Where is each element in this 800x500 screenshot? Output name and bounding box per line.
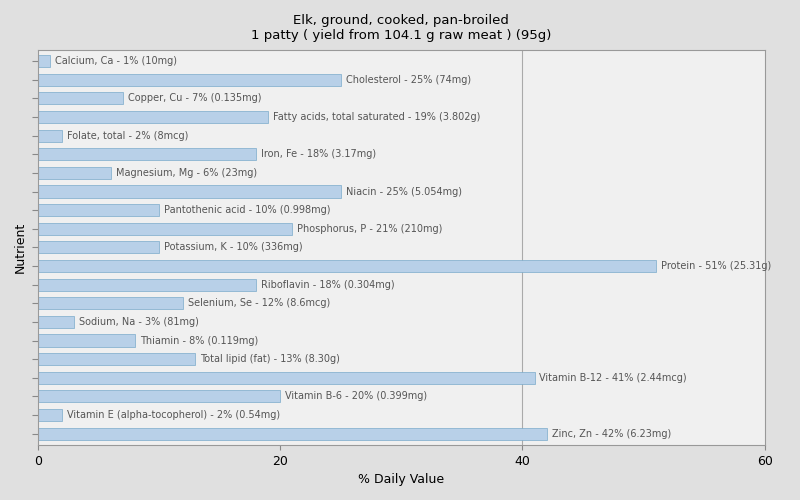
Bar bbox=[38, 186, 341, 198]
Bar bbox=[38, 297, 183, 310]
Text: Vitamin E (alpha-tocopherol) - 2% (0.54mg): Vitamin E (alpha-tocopherol) - 2% (0.54m… bbox=[67, 410, 280, 420]
Bar bbox=[38, 242, 159, 254]
X-axis label: % Daily Value: % Daily Value bbox=[358, 473, 445, 486]
Text: Potassium, K - 10% (336mg): Potassium, K - 10% (336mg) bbox=[164, 242, 302, 252]
Text: Pantothenic acid - 10% (0.998mg): Pantothenic acid - 10% (0.998mg) bbox=[164, 205, 330, 215]
Bar bbox=[38, 372, 534, 384]
Y-axis label: Nutrient: Nutrient bbox=[14, 222, 27, 273]
Text: Vitamin B-6 - 20% (0.399mg): Vitamin B-6 - 20% (0.399mg) bbox=[285, 392, 427, 402]
Text: Calcium, Ca - 1% (10mg): Calcium, Ca - 1% (10mg) bbox=[55, 56, 177, 66]
Bar bbox=[38, 409, 62, 421]
Bar bbox=[38, 222, 292, 235]
Text: Sodium, Na - 3% (81mg): Sodium, Na - 3% (81mg) bbox=[79, 317, 199, 327]
Text: Copper, Cu - 7% (0.135mg): Copper, Cu - 7% (0.135mg) bbox=[128, 94, 261, 104]
Bar bbox=[38, 260, 656, 272]
Text: Total lipid (fat) - 13% (8.30g): Total lipid (fat) - 13% (8.30g) bbox=[200, 354, 340, 364]
Bar bbox=[38, 130, 62, 141]
Text: Selenium, Se - 12% (8.6mcg): Selenium, Se - 12% (8.6mcg) bbox=[188, 298, 330, 308]
Bar bbox=[38, 204, 159, 216]
Bar bbox=[38, 167, 110, 179]
Bar bbox=[38, 353, 195, 365]
Bar bbox=[38, 316, 74, 328]
Text: Iron, Fe - 18% (3.17mg): Iron, Fe - 18% (3.17mg) bbox=[261, 150, 376, 160]
Text: Fatty acids, total saturated - 19% (3.802g): Fatty acids, total saturated - 19% (3.80… bbox=[273, 112, 480, 122]
Text: Phosphorus, P - 21% (210mg): Phosphorus, P - 21% (210mg) bbox=[297, 224, 442, 234]
Text: Cholesterol - 25% (74mg): Cholesterol - 25% (74mg) bbox=[346, 75, 470, 85]
Text: Folate, total - 2% (8mcg): Folate, total - 2% (8mcg) bbox=[67, 130, 189, 140]
Text: Niacin - 25% (5.054mg): Niacin - 25% (5.054mg) bbox=[346, 186, 462, 196]
Bar bbox=[38, 111, 268, 123]
Bar bbox=[38, 390, 280, 402]
Text: Thiamin - 8% (0.119mg): Thiamin - 8% (0.119mg) bbox=[140, 336, 258, 345]
Bar bbox=[38, 55, 50, 67]
Text: Zinc, Zn - 42% (6.23mg): Zinc, Zn - 42% (6.23mg) bbox=[551, 428, 671, 438]
Bar bbox=[38, 92, 122, 104]
Text: Protein - 51% (25.31g): Protein - 51% (25.31g) bbox=[661, 261, 771, 271]
Text: Vitamin B-12 - 41% (2.44mcg): Vitamin B-12 - 41% (2.44mcg) bbox=[539, 373, 687, 383]
Bar bbox=[38, 428, 546, 440]
Bar bbox=[38, 74, 341, 86]
Bar bbox=[38, 148, 256, 160]
Bar bbox=[38, 278, 256, 290]
Bar bbox=[38, 334, 135, 346]
Text: Riboflavin - 18% (0.304mg): Riboflavin - 18% (0.304mg) bbox=[261, 280, 394, 289]
Title: Elk, ground, cooked, pan-broiled
1 patty ( yield from 104.1 g raw meat ) (95g): Elk, ground, cooked, pan-broiled 1 patty… bbox=[251, 14, 551, 42]
Text: Magnesium, Mg - 6% (23mg): Magnesium, Mg - 6% (23mg) bbox=[115, 168, 257, 178]
